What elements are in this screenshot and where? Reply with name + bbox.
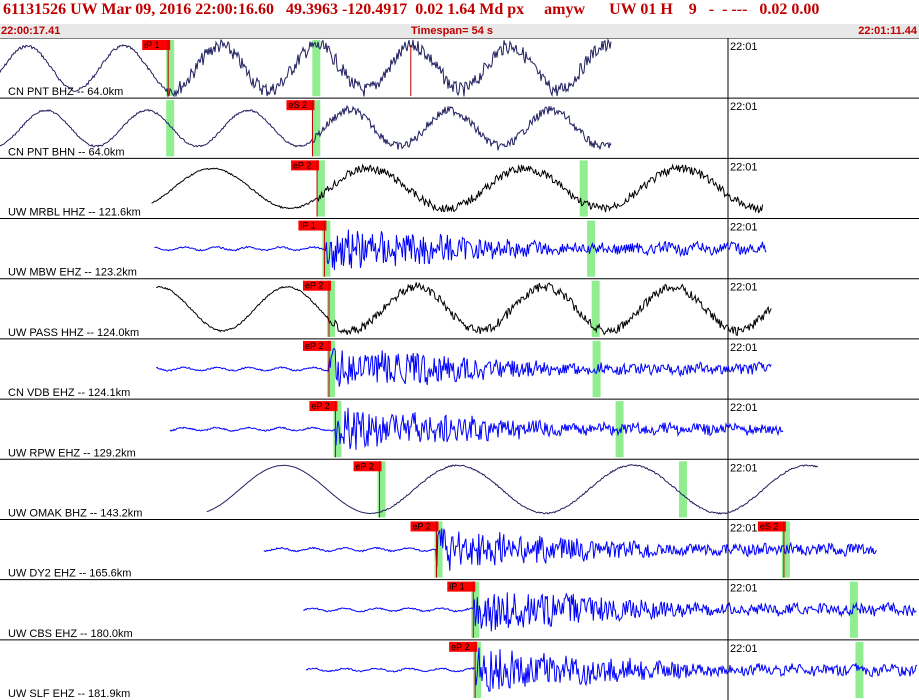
pick-window bbox=[579, 160, 588, 217]
event-summary: 61131526 UW Mar 09, 2016 22:00:16.60 49.… bbox=[3, 1, 820, 18]
minute-tick-label: 22:01 bbox=[730, 41, 758, 53]
pick-window bbox=[471, 581, 480, 638]
timespan-start: 22:00:17.41 bbox=[1, 25, 61, 37]
trace-row[interactable]: 22:01 eP 2 UW RPW EHZ -- 129.2km bbox=[0, 398, 919, 460]
trace-row[interactable]: 22:01 eP 2 UW SLF EHZ -- 181.9km bbox=[0, 639, 919, 700]
phase-pick-label: eS 2 bbox=[760, 521, 779, 531]
phase-pick-flag[interactable] bbox=[303, 340, 332, 351]
phase-pick-label: eP 2 bbox=[311, 401, 329, 411]
trace-row[interactable]: 22:01 eP 2 UW PASS HHZ -- 124.0km bbox=[0, 278, 919, 339]
pick-window bbox=[434, 521, 443, 578]
phase-pick-label: iP 1 bbox=[300, 221, 315, 231]
phase-pick-label: iP 1 bbox=[449, 582, 464, 592]
phase-pick-flag[interactable] bbox=[410, 521, 439, 532]
minute-tick-label: 22:01 bbox=[730, 462, 758, 474]
pick-window bbox=[327, 340, 336, 398]
event-header: 61131526 UW Mar 09, 2016 22:00:16.60 49.… bbox=[0, 0, 919, 24]
minute-tick-label: 22:01 bbox=[730, 402, 758, 414]
station-label: UW PASS HHZ -- 124.0km bbox=[8, 327, 139, 339]
pick-window bbox=[316, 160, 325, 217]
phase-pick-label: eP 2 bbox=[451, 642, 469, 652]
phase-pick-flag[interactable] bbox=[286, 100, 315, 111]
phase-pick-label: eP 2 bbox=[305, 281, 323, 291]
trace-row[interactable]: 22:01 iP 1 UW CBS EHZ -- 180.0km bbox=[0, 579, 919, 640]
station-label: CN PNT BHZ -- 64.0km bbox=[8, 86, 123, 98]
minute-tick-label: 22:01 bbox=[730, 583, 758, 595]
time-bar: 22:00:17.41 Timespan= 54 s 22:01:11.44 bbox=[0, 24, 919, 38]
phase-pick-flag[interactable] bbox=[142, 40, 171, 50]
phase-pick-label: eP 2 bbox=[356, 461, 374, 471]
trace-row[interactable]: 22:01 eP 2 UW OMAK BHZ -- 143.2km bbox=[0, 458, 919, 519]
trace-row[interactable]: 22:01 eP 2 CN VDB EHZ -- 124.1km bbox=[0, 338, 919, 400]
trace-row[interactable]: 22:01 eP 2 UW MRBL HHZ -- 121.6km bbox=[0, 157, 919, 219]
station-label: UW CBS EHZ -- 180.0km bbox=[8, 628, 133, 640]
phase-pick-flag[interactable] bbox=[298, 220, 327, 231]
waveform[interactable] bbox=[156, 281, 772, 337]
trace-row[interactable]: 22:01 iP 1 CN PNT BHZ -- 64.0km bbox=[0, 38, 919, 98]
phase-pick-label: eP 2 bbox=[413, 521, 431, 531]
pick-window bbox=[166, 100, 175, 157]
station-label: UW SLF EHZ -- 181.9km bbox=[8, 688, 130, 700]
minute-tick-label: 22:01 bbox=[730, 282, 758, 294]
minute-tick-label: 22:01 bbox=[730, 101, 758, 113]
pick-window bbox=[377, 461, 386, 518]
phase-pick-label: eP 2 bbox=[305, 341, 323, 351]
station-label: CN PNT BHN -- 64.0km bbox=[8, 146, 125, 158]
trace-row[interactable]: 22:01 eP 2 eS 2 UW DY2 EHZ -- 165.6km bbox=[0, 518, 919, 580]
trace-row[interactable]: 22:01 iP 1 UW MBW EHZ -- 123.2km bbox=[0, 218, 919, 279]
waveform[interactable] bbox=[156, 347, 772, 387]
station-label: UW MBW EHZ -- 123.2km bbox=[8, 267, 137, 279]
station-label: UW OMAK BHZ -- 143.2km bbox=[8, 507, 142, 519]
trace-row[interactable]: 22:01 eS 2 CN PNT BHN -- 64.0km bbox=[0, 97, 919, 158]
phase-pick-label: eS 2 bbox=[288, 100, 307, 110]
pick-window bbox=[591, 280, 600, 337]
phase-pick-flag[interactable] bbox=[291, 160, 320, 171]
phase-pick-flag[interactable] bbox=[449, 641, 478, 652]
waveform[interactable] bbox=[154, 229, 767, 271]
waveform[interactable] bbox=[0, 38, 612, 98]
pick-window bbox=[312, 100, 321, 157]
pick-window bbox=[592, 340, 601, 398]
timespan-length: Timespan= 54 s bbox=[411, 25, 494, 37]
pick-window bbox=[678, 461, 687, 518]
phase-pick-flag[interactable] bbox=[309, 401, 338, 412]
waveform[interactable] bbox=[151, 163, 764, 214]
waveform[interactable] bbox=[305, 647, 918, 692]
timespan-end: 22:01:11.44 bbox=[858, 25, 917, 37]
phase-pick-flag[interactable] bbox=[757, 521, 786, 532]
station-label: UW MRBL HHZ -- 121.6km bbox=[8, 207, 141, 219]
waveform[interactable] bbox=[263, 528, 878, 571]
waveform[interactable] bbox=[206, 464, 819, 515]
phase-pick-flag[interactable] bbox=[353, 461, 382, 472]
phase-pick-label: eP 2 bbox=[293, 160, 311, 170]
pick-window bbox=[849, 581, 858, 638]
minute-tick-label: 22:01 bbox=[730, 522, 758, 534]
waveform[interactable] bbox=[303, 592, 917, 632]
phase-pick-flag[interactable] bbox=[303, 280, 332, 291]
station-label: CN VDB EHZ -- 124.1km bbox=[8, 387, 130, 399]
minute-tick-label: 22:01 bbox=[730, 643, 758, 655]
station-label: UW DY2 EHZ -- 165.6km bbox=[8, 568, 131, 580]
pick-window bbox=[327, 280, 336, 337]
pick-window bbox=[312, 40, 321, 97]
minute-tick-label: 22:01 bbox=[730, 222, 758, 234]
phase-pick-flag[interactable] bbox=[447, 581, 476, 592]
minute-tick-label: 22:01 bbox=[730, 161, 758, 173]
minute-tick-label: 22:01 bbox=[730, 342, 758, 354]
waveform[interactable] bbox=[169, 407, 784, 450]
phase-pick-label: iP 1 bbox=[144, 40, 159, 50]
waveform[interactable] bbox=[0, 105, 612, 151]
station-label: UW RPW EHZ -- 129.2km bbox=[8, 447, 136, 459]
pick-window bbox=[166, 40, 175, 97]
